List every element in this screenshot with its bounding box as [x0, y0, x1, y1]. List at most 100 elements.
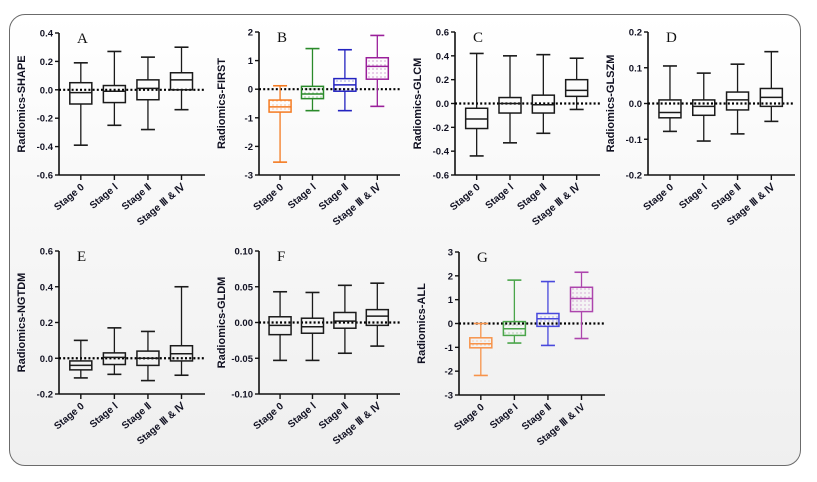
iqr-box: [268, 99, 292, 113]
y-tick-label: -0.2: [433, 123, 449, 134]
box-2: Stage Ⅱ: [710, 63, 750, 213]
panel-letter: G: [477, 250, 488, 266]
y-tick-label: -0.05: [231, 354, 253, 365]
y-tick-label: 2: [448, 271, 453, 282]
y-tick-label: -0.4: [433, 147, 450, 158]
box-1: Stage Ⅰ: [484, 55, 522, 212]
y-tick-label: 1: [248, 56, 254, 67]
x-tick-label: Stage I: [488, 402, 520, 432]
y-tick-label: -0.2: [37, 390, 53, 401]
box-3: Stage Ⅲ & Ⅳ: [135, 285, 194, 447]
y-axis-label: Radiomics-ALL: [416, 283, 428, 364]
box-3: Stage Ⅲ & IV: [535, 271, 594, 448]
box-1: Stage Ⅰ: [286, 47, 325, 212]
box-2: Stage Ⅱ: [120, 56, 160, 213]
y-tick-label: 0.6: [436, 28, 449, 39]
y-tick-label: -0.2: [37, 114, 53, 125]
x-tick-label: Stage 0: [252, 401, 287, 433]
box-1: Stage Ⅰ: [88, 327, 127, 431]
y-axis-label: Radiomics-FIRST: [216, 58, 228, 149]
iqr-box: [102, 84, 127, 104]
box-2: Stage Ⅱ: [515, 53, 556, 213]
iqr-box: [136, 79, 160, 101]
y-tick-label: 3: [448, 248, 453, 259]
y-tick-label: -0.4: [37, 142, 54, 153]
y-tick-label: 1: [448, 295, 454, 306]
box-3: Stage Ⅲ & Ⅳ: [530, 57, 589, 228]
iqr-box: [169, 72, 194, 91]
x-tick-label: Stage 0: [448, 182, 483, 214]
box-2: Stage Ⅱ: [317, 284, 357, 432]
y-tick-label: -2: [245, 142, 253, 153]
panel-letter: C: [473, 30, 483, 46]
y-axis-label: Radiomics-GLCM: [412, 58, 424, 150]
y-tick-label: 2: [248, 28, 253, 39]
panel-letter: E: [77, 249, 86, 265]
panel-f: 0.10 0.05 0.00 -0.05 -0.10 Radiomics-GLDM F Sta…: [216, 247, 400, 447]
panel-c: 0.6 0.4 0.2 0.0 -0.2 -0.4 -0.6 Radiomics-GLCM C S…: [412, 28, 600, 228]
x-tick-label: Stage Ⅰ: [677, 182, 709, 212]
y-tick-label: -3: [445, 391, 453, 402]
iqr-box: [658, 99, 682, 119]
y-tick-label: 0.4: [40, 282, 54, 293]
iqr-box: [692, 99, 716, 117]
x-tick-label: Stage Ⅰ: [88, 401, 120, 431]
y-tick-label: 0: [248, 85, 253, 96]
box-1: Stage Ⅰ: [677, 72, 716, 212]
panel-letter: B: [277, 30, 287, 46]
panel-d: 0.2 0.1 0.0 -0.1 -0.2 Radiomics-GLSZM D Stage 0…: [605, 28, 795, 228]
y-tick-label: -0.10: [231, 390, 253, 401]
x-tick-label: Stage 0: [452, 402, 487, 434]
y-tick-label: 0.10: [235, 247, 254, 258]
box-1: Stage Ⅰ: [286, 291, 325, 431]
y-tick-label: 0.2: [40, 318, 53, 329]
x-tick-label: Stage Ⅰ: [484, 182, 516, 212]
iqr-box: [569, 286, 594, 313]
box-2: Stage Ⅱ: [317, 48, 357, 213]
panel-letter: A: [77, 31, 88, 47]
x-tick-label: Stage 0: [52, 401, 87, 433]
iqr-box: [300, 85, 325, 100]
box-0: Stage 0: [448, 52, 489, 214]
box-3: Stage Ⅲ & Ⅳ: [725, 50, 784, 228]
x-tick-label: Stage Ⅰ: [286, 401, 318, 431]
panel-b: 2 1 0 -1 -2 -3 Radiomics-FIRST B Stage 0 Stage ⅠS…: [216, 28, 400, 228]
y-axis-label: Radiomics-GLDM: [216, 277, 228, 369]
panel-letter: F: [277, 249, 285, 265]
box-3: Stage Ⅲ & Ⅳ: [135, 46, 194, 228]
iqr-box: [365, 308, 390, 327]
y-axis-label: Radiomics-NGTDM: [16, 273, 28, 373]
x-tick-label: Stage 0: [52, 182, 87, 214]
y-tick-label: -2: [445, 367, 453, 378]
box-1: Stage Ⅰ: [88, 50, 127, 212]
y-tick-label: 0.2: [629, 28, 642, 39]
box-1: Stage I: [488, 279, 527, 432]
box-0: Stage 0: [252, 290, 292, 433]
iqr-box: [102, 352, 127, 366]
y-tick-label: -1: [245, 113, 254, 124]
y-tick-label: 0.2: [40, 57, 53, 68]
x-tick-label: Stage Ⅰ: [286, 182, 318, 212]
y-tick-label: -3: [245, 171, 253, 182]
iqr-box: [300, 317, 325, 334]
y-tick-label: 0.0: [40, 354, 53, 365]
y-tick-label: -0.6: [37, 171, 53, 182]
y-tick-label: 0: [448, 319, 453, 330]
box-2: Stage Ⅱ: [520, 280, 560, 433]
panel-a: 0.4 0.2 0.0 -0.2 -0.4 -0.6 Radiomics-SHAPE A Sta…: [16, 29, 205, 228]
y-tick-label: 0.0: [436, 99, 449, 110]
x-tick-label: Stage 0: [642, 182, 677, 214]
iqr-box: [536, 312, 560, 328]
x-tick-label: Stage Ⅰ: [88, 182, 120, 212]
y-axis-label: Radiomics-SHAPE: [16, 55, 28, 152]
box-2: Stage Ⅱ: [120, 330, 160, 432]
y-tick-label: 0.6: [40, 247, 53, 258]
y-tick-label: 0.2: [436, 75, 449, 86]
box-0: Stage 0: [252, 84, 292, 213]
y-tick-label: -1: [445, 343, 454, 354]
figure-frame: [9, 14, 801, 466]
y-tick-label: 0.4: [436, 51, 450, 62]
y-tick-label: 0.1: [629, 63, 643, 74]
